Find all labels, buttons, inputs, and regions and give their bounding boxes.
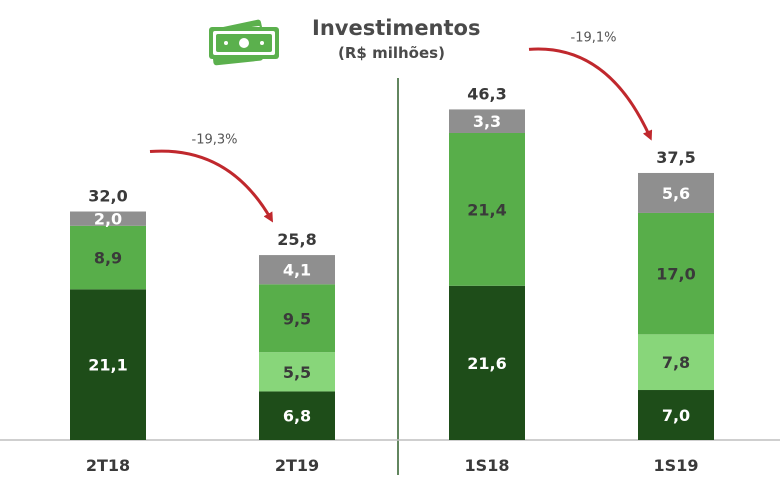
- segment-label-1s19-1: 7,8: [662, 353, 690, 372]
- total-label-1s18: 46,3: [467, 84, 506, 103]
- category-label-2t19: 2T19: [275, 456, 319, 475]
- bar-segment-2t18-3: [70, 211, 146, 226]
- bar-segment-1s19-1: [638, 334, 714, 391]
- total-label-1s19: 37,5: [656, 148, 695, 167]
- category-label-2t18: 2T18: [86, 456, 130, 475]
- chart-subtitle: (R$ milhões): [338, 44, 445, 62]
- bar-segment-1s19-3: [638, 172, 714, 213]
- segment-label-1s19-3: 5,6: [662, 184, 690, 203]
- bar-segment-1s18-2: [449, 132, 525, 286]
- bar-segment-2t18-0: [70, 289, 146, 440]
- segment-label-1s18-3: 3,3: [473, 112, 501, 131]
- bar-segment-1s19-0: [638, 390, 714, 440]
- segment-label-2t18-0: 21,1: [88, 356, 127, 375]
- segment-label-1s19-0: 7,0: [662, 406, 690, 425]
- bars-group: [70, 109, 714, 440]
- segment-label-1s18-0: 21,6: [467, 354, 506, 373]
- money-bills-icon: [209, 19, 279, 66]
- category-label-1s19: 1S19: [654, 456, 699, 475]
- total-label-2t19: 25,8: [277, 230, 316, 249]
- bar-segment-1s19-2: [638, 212, 714, 335]
- bar-segment-2t18-2: [70, 225, 146, 290]
- labels-group: 21,1 8,9 2,0 32,0 2T18 6,8 5,5 9,5 4,1 25,8 2T19 21…: [86, 84, 699, 475]
- bar-segment-2t19-3: [259, 255, 335, 285]
- total-label-2t18: 32,0: [88, 187, 127, 206]
- change-arrow-1: [528, 47, 653, 141]
- chart-title: Investimentos: [312, 16, 480, 40]
- segment-label-2t18-2: 8,9: [94, 249, 122, 268]
- bar-segment-2t19-1: [259, 352, 335, 392]
- segment-label-2t19-3: 4,1: [283, 261, 311, 280]
- bar-segment-1s18-3: [449, 109, 525, 133]
- change-arrows-group: -19,3% -19,1%: [149, 30, 653, 223]
- change-label-1: -19,1%: [571, 30, 617, 45]
- bar-segment-2t19-2: [259, 284, 335, 353]
- change-arrow-0: [149, 149, 273, 223]
- segment-label-2t18-3: 2,0: [94, 210, 122, 229]
- segment-label-2t19-1: 5,5: [283, 363, 311, 382]
- category-label-1s18: 1S18: [465, 456, 510, 475]
- segment-label-1s19-2: 17,0: [656, 265, 695, 284]
- segment-label-2t19-0: 6,8: [283, 407, 311, 426]
- segment-label-2t19-2: 9,5: [283, 309, 311, 328]
- bar-segment-1s18-0: [449, 285, 525, 440]
- change-label-0: -19,3%: [192, 133, 238, 148]
- segment-label-1s18-2: 21,4: [467, 200, 506, 219]
- bar-segment-2t19-0: [259, 391, 335, 440]
